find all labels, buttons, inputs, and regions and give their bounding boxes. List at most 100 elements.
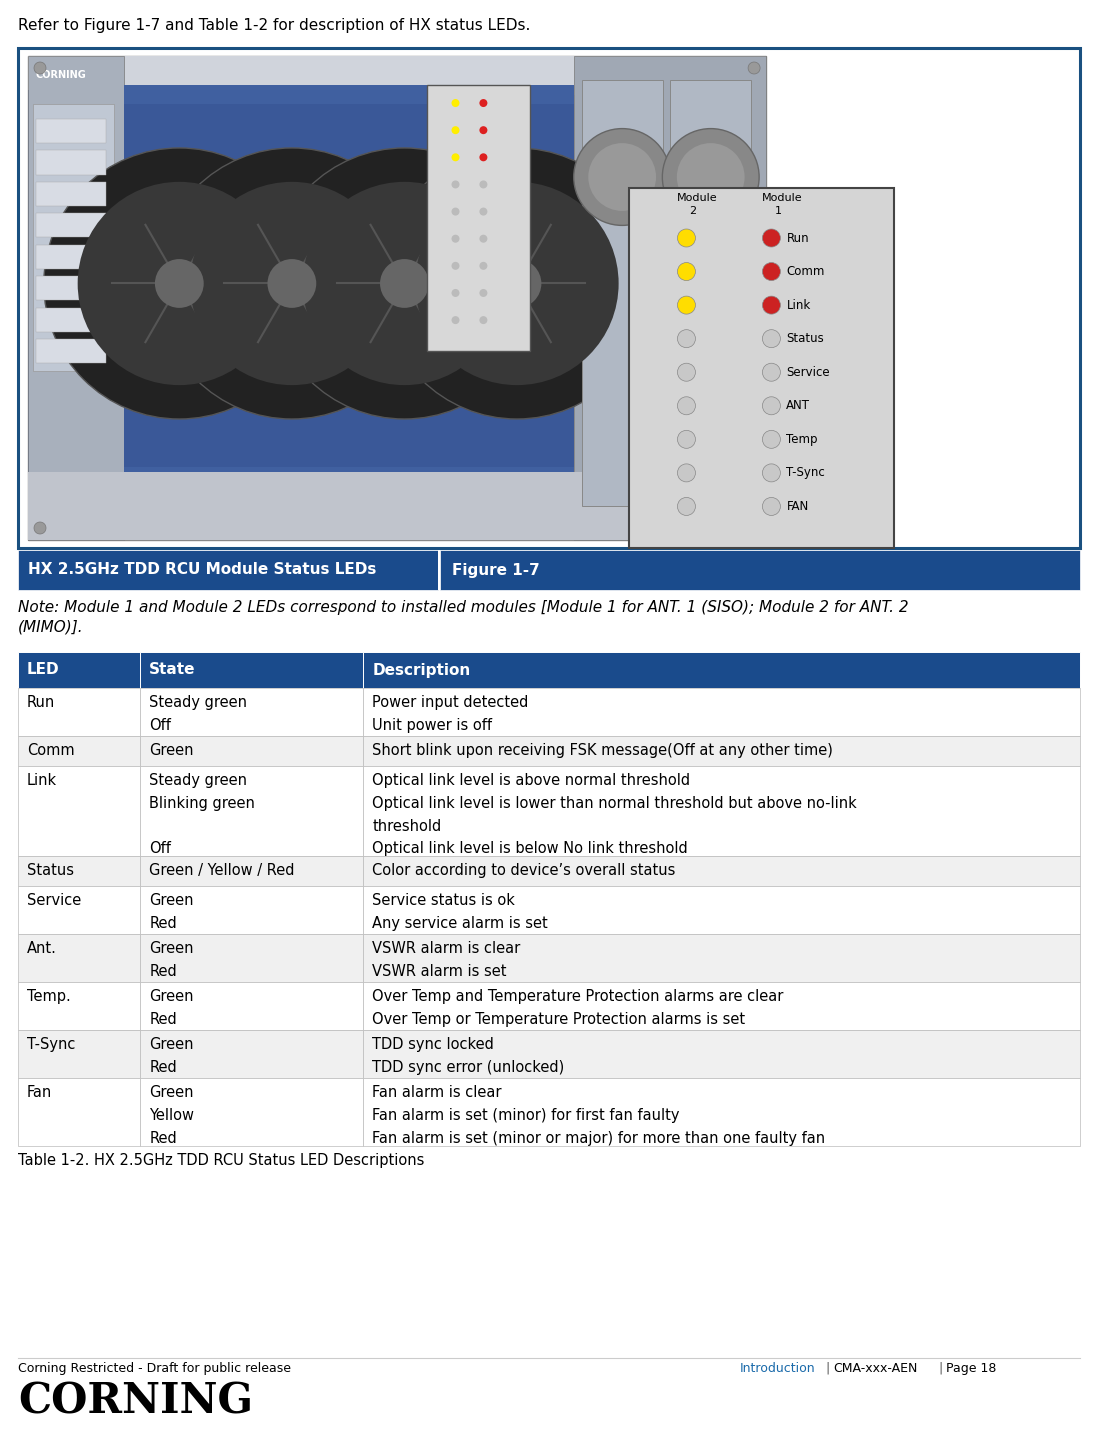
Bar <box>124 85 574 511</box>
Circle shape <box>44 148 315 419</box>
Circle shape <box>451 289 459 297</box>
Circle shape <box>677 431 695 448</box>
Circle shape <box>762 229 781 248</box>
Circle shape <box>762 330 781 347</box>
Bar <box>36 181 107 206</box>
Circle shape <box>762 431 781 448</box>
Circle shape <box>677 363 695 382</box>
Circle shape <box>662 128 759 226</box>
Bar <box>363 736 1080 766</box>
Text: Module
    2: Module 2 <box>676 193 717 216</box>
Circle shape <box>34 521 46 534</box>
Bar <box>363 766 1080 855</box>
Bar <box>29 56 766 95</box>
Bar <box>141 766 363 855</box>
Circle shape <box>451 235 459 243</box>
Text: TDD sync locked
TDD sync error (unlocked): TDD sync locked TDD sync error (unlocked… <box>372 1037 564 1074</box>
Bar <box>33 105 114 370</box>
Text: Temp.: Temp. <box>27 989 70 1004</box>
Circle shape <box>589 143 656 210</box>
Text: Green
Red: Green Red <box>149 940 193 979</box>
Text: Link: Link <box>786 298 810 311</box>
Bar <box>363 935 1080 982</box>
Bar <box>363 855 1080 886</box>
Circle shape <box>303 181 506 384</box>
Bar <box>141 1030 363 1079</box>
Text: Fan alarm is clear
Fan alarm is set (minor) for first fan faulty
Fan alarm is se: Fan alarm is clear Fan alarm is set (min… <box>372 1084 826 1146</box>
Text: Power input detected
Unit power is off: Power input detected Unit power is off <box>372 696 528 733</box>
Bar <box>141 982 363 1030</box>
Circle shape <box>480 262 488 269</box>
Bar <box>18 736 141 766</box>
Bar <box>36 150 107 174</box>
Text: T-Sync: T-Sync <box>786 467 826 480</box>
Text: Run: Run <box>27 696 55 710</box>
Text: HX 2.5GHz TDD RCU Module Status LEDs: HX 2.5GHz TDD RCU Module Status LEDs <box>29 563 377 577</box>
Circle shape <box>748 521 760 534</box>
Bar <box>36 213 107 238</box>
Bar <box>670 81 751 505</box>
Circle shape <box>451 262 459 269</box>
Text: (MIMO)].: (MIMO)]. <box>18 621 83 635</box>
Text: VSWR alarm is clear
VSWR alarm is set: VSWR alarm is clear VSWR alarm is set <box>372 940 520 979</box>
Text: Green
Red: Green Red <box>149 989 193 1027</box>
Text: Note: Module 1 and Module 2 LEDs correspond to installed modules [Module 1 for A: Note: Module 1 and Module 2 LEDs corresp… <box>18 600 909 615</box>
Circle shape <box>190 181 393 384</box>
Bar <box>426 85 530 351</box>
Text: LED: LED <box>27 662 59 677</box>
Circle shape <box>480 127 488 134</box>
Text: Steady green
Blinking green

Off: Steady green Blinking green Off <box>149 773 255 857</box>
Bar <box>36 120 107 143</box>
Circle shape <box>480 289 488 297</box>
Circle shape <box>677 229 695 248</box>
Text: Green
Red: Green Red <box>149 1037 193 1074</box>
Bar <box>363 1079 1080 1146</box>
Bar <box>18 886 141 935</box>
Bar <box>29 56 766 540</box>
Bar <box>29 472 766 540</box>
Bar <box>18 48 1080 549</box>
Bar <box>141 886 363 935</box>
Text: Link: Link <box>27 773 57 788</box>
Text: Description: Description <box>372 662 470 677</box>
Circle shape <box>677 262 695 281</box>
Circle shape <box>34 62 46 73</box>
Circle shape <box>451 207 459 216</box>
Text: Status: Status <box>786 333 825 346</box>
Bar <box>18 935 141 982</box>
Bar <box>36 276 107 301</box>
Circle shape <box>155 259 204 308</box>
Bar <box>629 189 894 549</box>
Text: CORNING: CORNING <box>18 1380 253 1423</box>
Bar <box>29 89 41 516</box>
Text: |: | <box>825 1362 829 1375</box>
Bar <box>141 688 363 736</box>
Text: ANT: ANT <box>786 399 810 412</box>
Text: Introduction: Introduction <box>740 1362 816 1375</box>
Circle shape <box>677 330 695 347</box>
Text: CMA-xxx-AEN: CMA-xxx-AEN <box>833 1362 917 1375</box>
Circle shape <box>677 297 695 314</box>
Circle shape <box>451 99 459 107</box>
Bar <box>36 340 107 363</box>
Circle shape <box>676 143 744 210</box>
Bar <box>18 1030 141 1079</box>
Text: Service: Service <box>786 366 830 379</box>
Text: Status: Status <box>27 863 74 878</box>
Circle shape <box>480 153 488 161</box>
Circle shape <box>762 397 781 415</box>
Circle shape <box>493 259 541 308</box>
Text: Fan: Fan <box>27 1084 53 1100</box>
Text: Optical link level is above normal threshold
Optical link level is lower than no: Optical link level is above normal thres… <box>372 773 856 857</box>
Circle shape <box>480 180 488 189</box>
Text: Green
Yellow
Red: Green Yellow Red <box>149 1084 194 1146</box>
Text: Temp: Temp <box>786 433 818 446</box>
Circle shape <box>415 181 618 384</box>
Text: Comm: Comm <box>786 265 825 278</box>
Text: Figure 1-7: Figure 1-7 <box>452 563 540 577</box>
Circle shape <box>451 180 459 189</box>
Bar <box>141 855 363 886</box>
Text: Module
    1: Module 1 <box>761 193 802 216</box>
Text: Ant.: Ant. <box>27 940 57 956</box>
Text: Refer to Figure 1-7 and Table 1-2 for description of HX status LEDs.: Refer to Figure 1-7 and Table 1-2 for de… <box>18 17 530 33</box>
